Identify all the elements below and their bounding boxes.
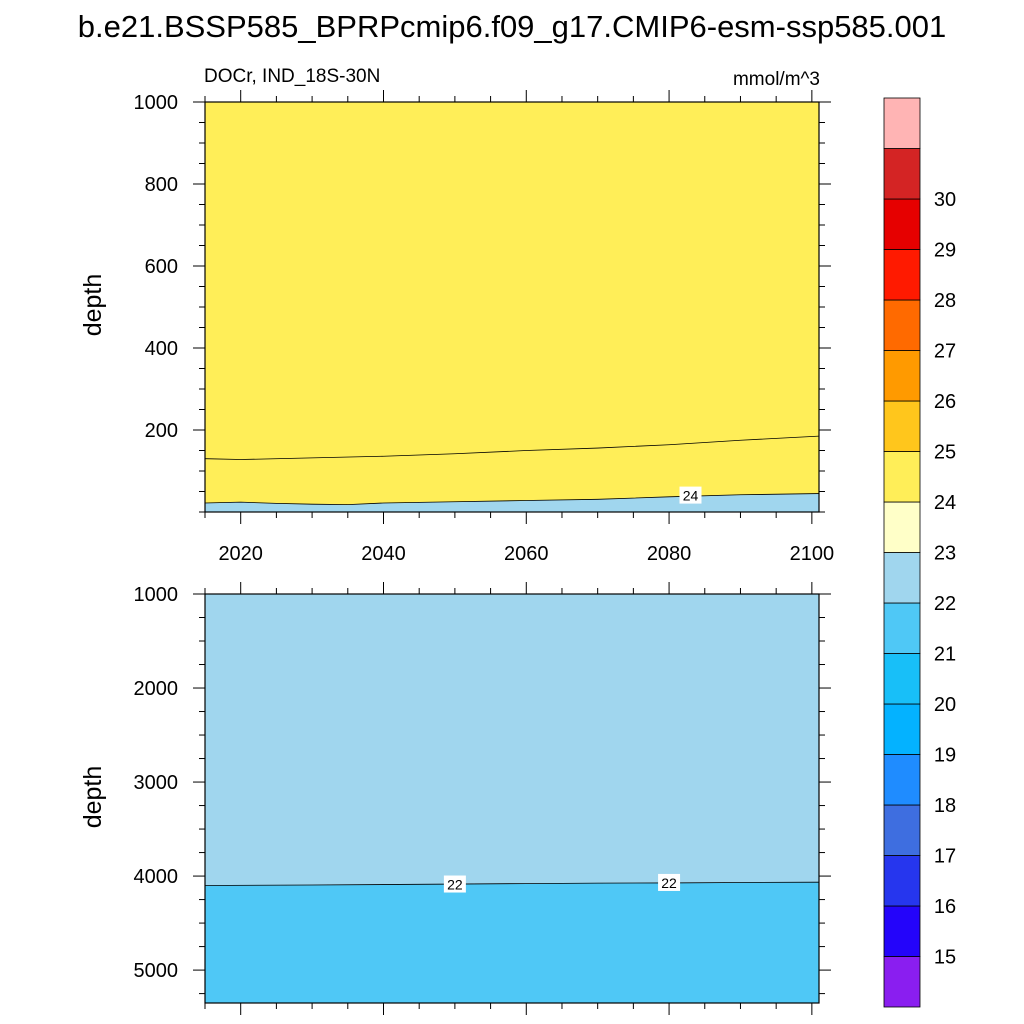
contour-line-23 xyxy=(205,435,819,460)
upper-panel: 24 2020 2040 2060 2080 2100 200 400 600 800 1000 de… xyxy=(79,90,834,565)
colorbar-swatch xyxy=(883,501,921,553)
contour-label: 22 xyxy=(661,875,677,891)
colorbar-swatch xyxy=(883,350,921,402)
y-tick-label: 3000 xyxy=(134,772,179,794)
x-tick-label: 2020 xyxy=(218,543,263,565)
y-tick-label: 400 xyxy=(145,338,178,360)
colorbar-label: 29 xyxy=(934,240,956,262)
colorbar-label: 28 xyxy=(934,290,956,312)
y-tick-label: 600 xyxy=(145,256,178,278)
colorbar-swatch xyxy=(883,653,921,705)
colorbar-swatch xyxy=(883,855,921,907)
y-axis-label: depth xyxy=(79,274,107,337)
y-tick-label: 1000 xyxy=(134,92,179,114)
contour-label-box xyxy=(658,873,681,891)
x-tick-label: 2060 xyxy=(504,543,549,565)
y-axis-label: depth xyxy=(79,766,107,829)
y-tick-label: 200 xyxy=(145,420,178,442)
variable-label: DOCr, IND_18S-30N xyxy=(204,66,380,87)
lower-panel: 22 22 1000 2000 3000 4000 5000 depth xyxy=(79,582,831,1015)
colorbar-swatch xyxy=(883,804,921,856)
colorbar-swatch xyxy=(883,451,921,503)
colorbar-label: 15 xyxy=(934,947,956,969)
plot-frame xyxy=(204,593,820,1004)
colorbar-swatch xyxy=(883,148,921,200)
y-tick-label: 4000 xyxy=(134,866,179,888)
colorbar-label: 19 xyxy=(934,745,956,767)
colorbar-label: 25 xyxy=(934,442,956,464)
colorbar-label: 24 xyxy=(934,492,956,514)
colorbar-label: 16 xyxy=(934,896,956,918)
contour-label: 24 xyxy=(683,488,699,504)
y-tick-label: 800 xyxy=(145,174,178,196)
colorbar-swatch xyxy=(883,552,921,604)
x-tick-label: 2080 xyxy=(647,543,692,565)
colorbar-label: 21 xyxy=(934,644,956,666)
contour-fills xyxy=(205,102,819,512)
band-24-25 xyxy=(205,102,819,505)
contour-label: 22 xyxy=(447,877,463,893)
colorbar-label: 23 xyxy=(934,543,956,565)
colorbar-label: 26 xyxy=(934,391,956,413)
colorbar-swatch xyxy=(883,905,921,957)
colorbar-swatch xyxy=(883,198,921,250)
colorbar: 15 16 17 18 19 20 21 22 23 24 25 26 27 28 29 30 xyxy=(883,97,956,1008)
colorbar-label: 22 xyxy=(934,593,956,615)
x-tick-label: 2100 xyxy=(790,543,835,565)
contour-label-box xyxy=(443,875,466,893)
y-tick-label: 5000 xyxy=(134,960,179,982)
y-tick-label: 1000 xyxy=(134,584,179,606)
colorbar-swatch xyxy=(883,956,921,1008)
colorbar-swatch xyxy=(883,703,921,755)
colorbar-swatch xyxy=(883,754,921,806)
colorbar-swatch xyxy=(883,249,921,301)
colorbar-swatch xyxy=(883,400,921,452)
colorbar-swatch xyxy=(883,97,921,149)
units-label: mmol/m^3 xyxy=(733,69,820,90)
y-tick-label: 2000 xyxy=(134,678,179,700)
colorbar-swatch xyxy=(883,299,921,351)
contour-fills xyxy=(205,594,819,1003)
contour-line-22 xyxy=(205,881,819,886)
colorbar-label: 27 xyxy=(934,341,956,363)
band-21-22 xyxy=(205,882,819,1003)
figure-title: b.e21.BSSP585_BPRPcmip6.f09_g17.CMIP6-es… xyxy=(78,9,947,44)
contour-label-box xyxy=(679,486,702,504)
colorbar-label: 18 xyxy=(934,795,956,817)
colorbar-label: 17 xyxy=(934,846,956,868)
colorbar-swatch xyxy=(883,602,921,654)
x-tick-label: 2040 xyxy=(361,543,406,565)
colorbar-label: 30 xyxy=(934,189,956,211)
colorbar-label: 20 xyxy=(934,694,956,716)
